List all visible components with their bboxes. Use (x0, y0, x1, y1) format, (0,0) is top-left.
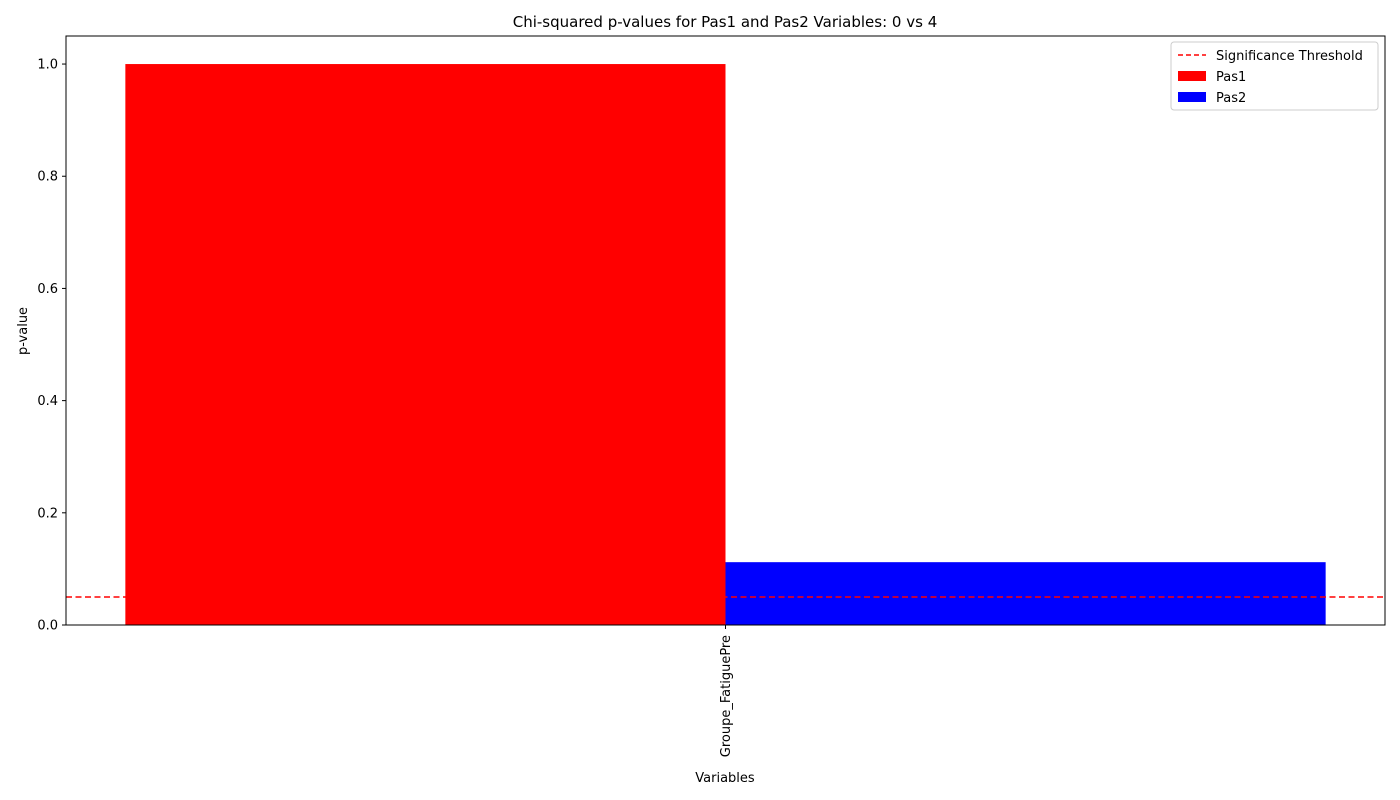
y-tick-label: 1.0 (37, 58, 58, 73)
legend-pas2-label: Pas2 (1216, 91, 1246, 106)
bar-pas2 (725, 562, 1326, 625)
legend-pas2-swatch (1178, 92, 1206, 102)
y-tick-label: 0.4 (37, 394, 58, 409)
legend-frame (1170, 41, 1379, 111)
bars (125, 64, 1326, 626)
legend-threshold-label: Significance Threshold (1216, 49, 1363, 64)
x-axis: Groupe_FatiguePre (719, 625, 734, 757)
bar-pas1 (125, 64, 726, 626)
y-tick-label: 0.8 (37, 170, 58, 185)
y-tick-label: 0.6 (37, 282, 58, 297)
x-axis-label: Variables (695, 771, 755, 786)
legend-pas1-swatch (1178, 71, 1206, 81)
y-axis: 0.0 0.2 0.4 0.6 0.8 1.0 (37, 58, 66, 634)
y-tick-label: 0.2 (37, 506, 58, 521)
y-axis-label: p-value (16, 307, 31, 355)
y-tick-label: 0.0 (37, 619, 58, 634)
chart-title: Chi-squared p-values for Pas1 and Pas2 V… (513, 13, 937, 31)
legend: Significance Threshold Pas1 Pas2 (1170, 41, 1379, 111)
x-tick-label: Groupe_FatiguePre (719, 635, 734, 757)
legend-pas1-label: Pas1 (1216, 70, 1246, 85)
plot-area (65, 35, 1386, 626)
